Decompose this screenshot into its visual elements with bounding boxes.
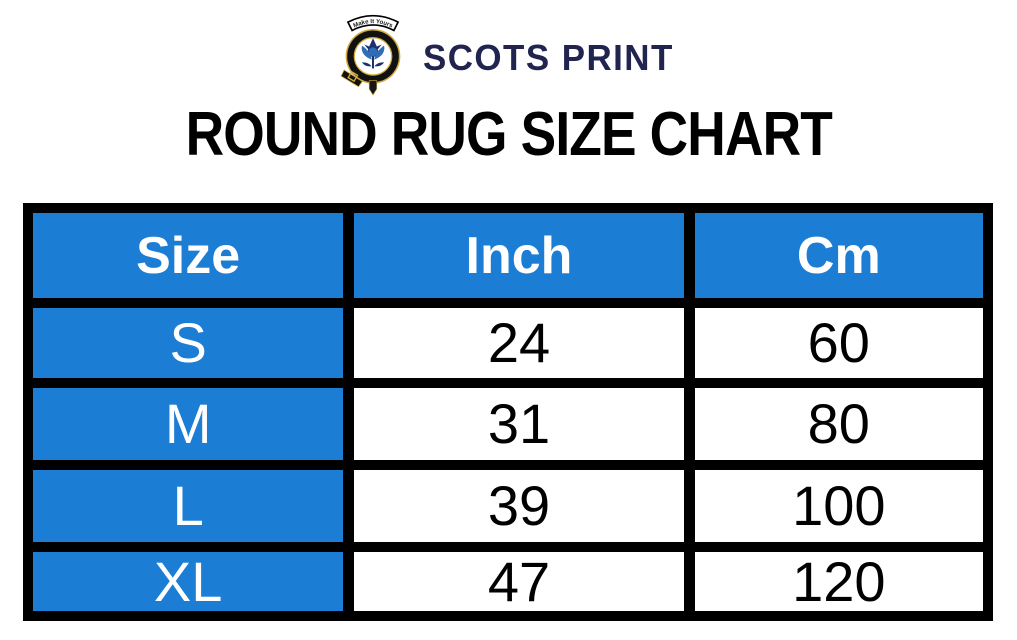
row-s-inch: 24 [354, 308, 684, 378]
header-cell-inch: Inch [354, 213, 684, 298]
clan-crest-icon: Make It Yours [340, 14, 401, 96]
row-m-size: M [33, 388, 344, 460]
logo: Make It Yours SCOTS PRINT [0, 6, 1017, 96]
header-cell-size: Size [33, 213, 344, 298]
row-m-cm: 80 [694, 388, 983, 460]
row-xl-cm: 120 [694, 552, 983, 611]
row-s-size: S [33, 308, 344, 378]
page-title: ROUND RUG SIZE CHART [185, 100, 832, 169]
svg-text:Make It Yours: Make It Yours [352, 18, 394, 30]
header-cell-cm: Cm [694, 213, 983, 298]
row-l-cm: 100 [694, 470, 983, 542]
crest-motto: Make It Yours [352, 18, 394, 30]
row-xl-size: XL [33, 552, 344, 611]
thistle-icon [361, 38, 385, 69]
row-s-cm: 60 [694, 308, 983, 378]
brand-name: SCOTS PRINT [423, 37, 674, 78]
row-l-size: L [33, 470, 344, 542]
row-xl-inch: 47 [354, 552, 684, 611]
row-m-inch: 31 [354, 388, 684, 460]
row-l-inch: 39 [354, 470, 684, 542]
size-chart-table: Size Inch Cm S 24 60 M 31 80 L 39 100 XL… [23, 203, 993, 621]
